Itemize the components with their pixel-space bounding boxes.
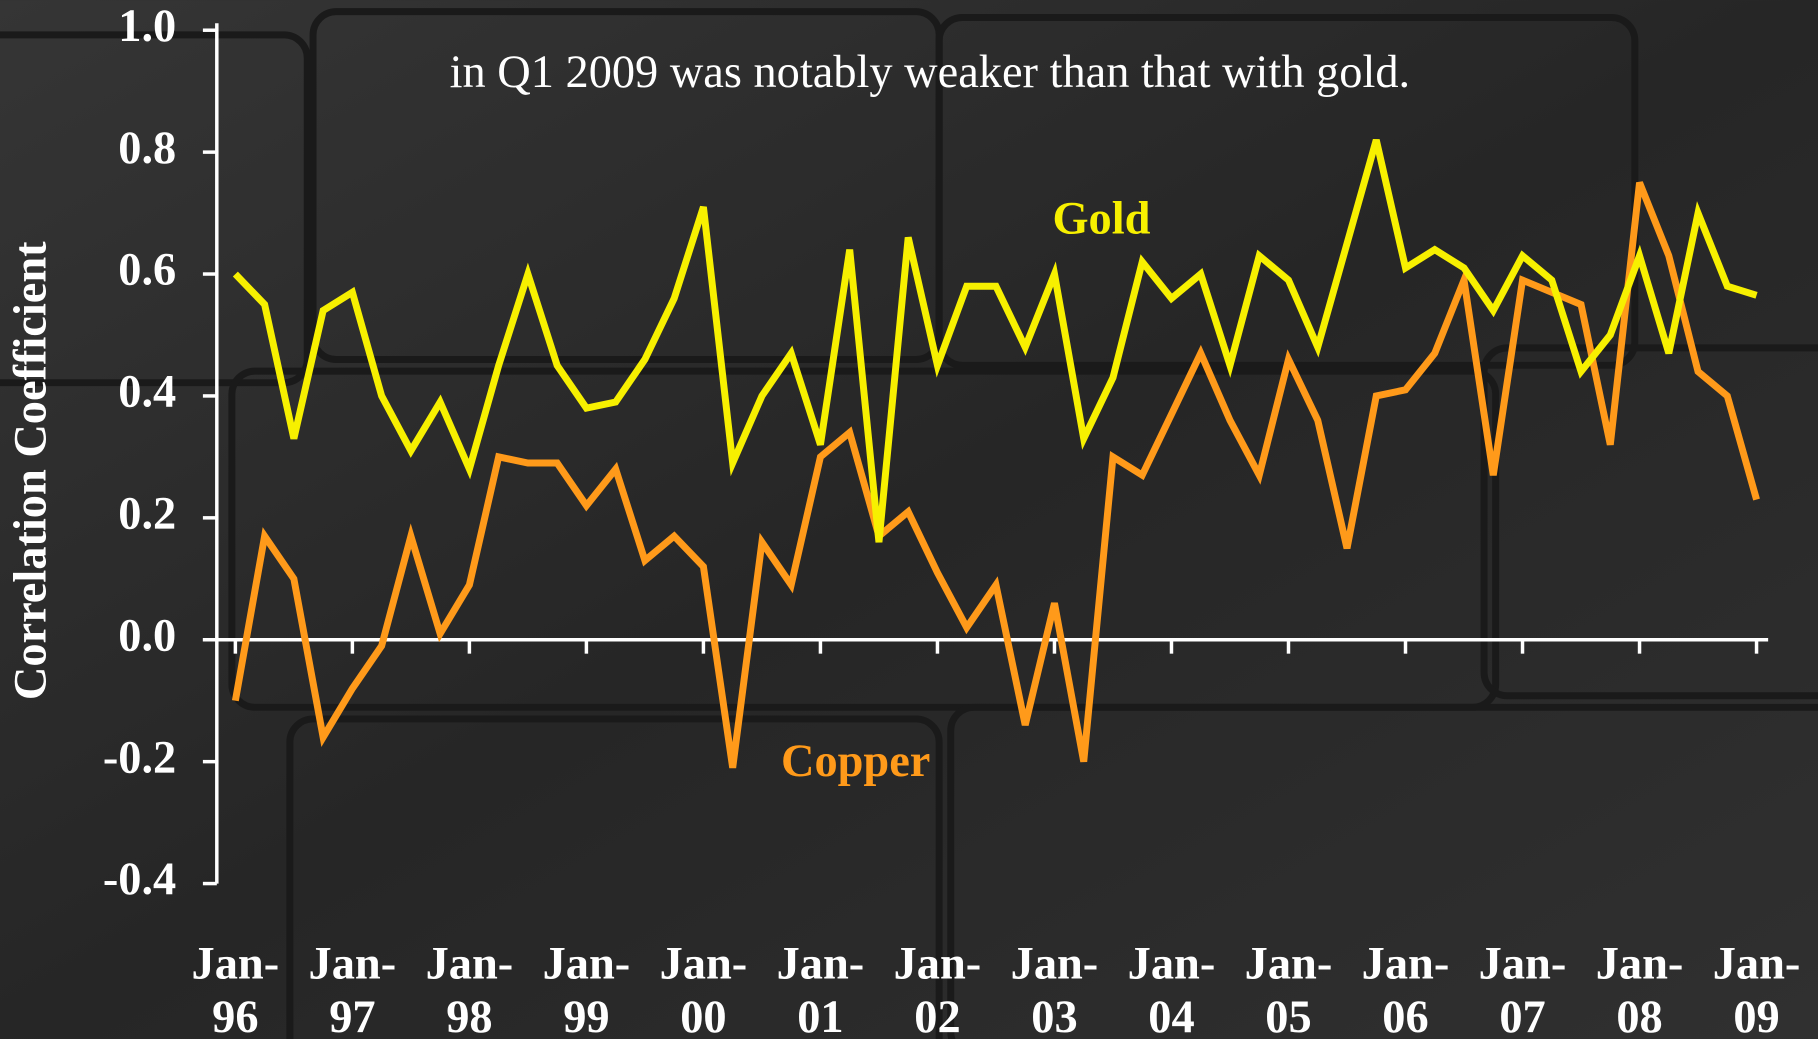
x-tick-label: Jan-98 (425, 936, 514, 1039)
x-tick-label: Jan-01 (776, 936, 865, 1039)
x-tick-label: Jan-09 (1712, 936, 1801, 1039)
copper-annotation: Copper (781, 736, 930, 787)
y-tick-label: -0.2 (103, 732, 176, 783)
x-tick-label-box: Jan-00 (659, 936, 748, 1039)
x-tick-label-box: Jan-05 (1244, 936, 1333, 1039)
y-tick-label: 0.4 (118, 367, 176, 418)
x-tick-label: Jan-04 (1127, 936, 1216, 1039)
subtitle: in Q1 2009 was notably weaker than that … (450, 47, 1411, 98)
y-tick-label: 0.8 (118, 123, 176, 174)
x-tick-label: Jan-06 (1361, 936, 1450, 1039)
x-tick-label: Jan-00 (659, 936, 748, 1039)
y-axis-label: Correlation Coefficient (5, 241, 56, 700)
y-tick-label: -0.4 (103, 854, 176, 905)
x-tick-label: Jan-08 (1595, 936, 1684, 1039)
x-tick-label: Jan-05 (1244, 936, 1333, 1039)
gold-annotation: Gold (1053, 193, 1151, 244)
x-tick-label-box: Jan-09 (1712, 936, 1801, 1039)
x-tick-label-box: Jan-08 (1595, 936, 1684, 1039)
x-tick-label-box: Jan-07 (1478, 936, 1567, 1039)
y-tick-label: 1.0 (118, 1, 176, 52)
x-tick-label: Jan-96 (191, 936, 280, 1039)
x-tick-label: Jan-02 (893, 936, 982, 1039)
y-tick-label: 0.6 (118, 245, 176, 296)
x-tick-label-box: Jan-06 (1361, 936, 1450, 1039)
series-line (232, 138, 1758, 543)
y-tick-label: 0.2 (118, 488, 176, 539)
y-tick-label: 0.0 (118, 610, 176, 661)
x-tick-label-box: Jan-04 (1127, 936, 1216, 1039)
x-tick-label-box: Jan-01 (776, 936, 865, 1039)
x-tick-label-box: Jan-03 (1010, 936, 1099, 1039)
x-tick-label: Jan-99 (542, 936, 631, 1039)
x-tick-label: Jan-03 (1010, 936, 1099, 1039)
x-tick-label-box: Jan-96 (191, 936, 280, 1039)
series-line (231, 181, 1760, 769)
x-tick-label-box: Jan-02 (893, 936, 982, 1039)
x-tick-label-box: Jan-99 (542, 936, 631, 1039)
x-tick-label-box: Jan-97 (308, 936, 397, 1039)
x-tick-label: Jan-97 (308, 936, 397, 1039)
x-tick-label-box: Jan-98 (425, 936, 514, 1039)
x-tick-label: Jan-07 (1478, 936, 1567, 1039)
